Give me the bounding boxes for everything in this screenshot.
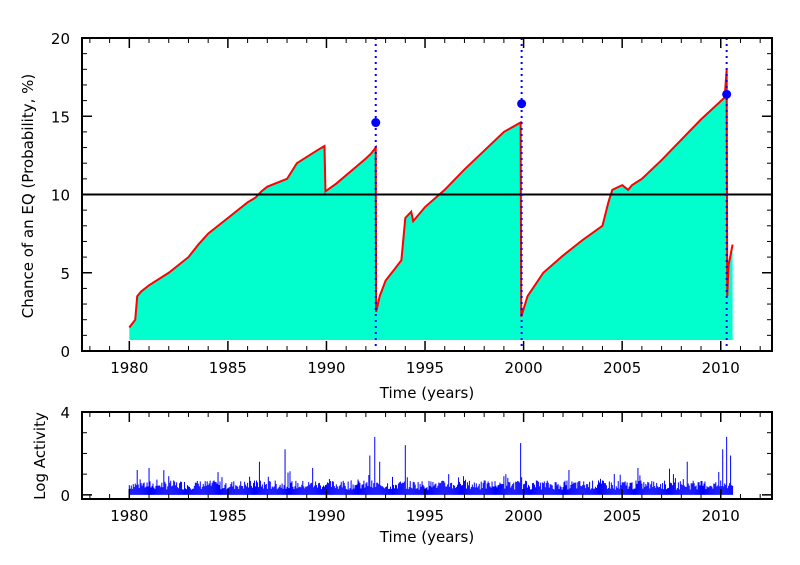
- probability-chart: 1980 1985 1990 1995 2000 2005 2010 0 5 10 15 20 Tim…: [19, 30, 773, 402]
- probability-x-tick-label: 2005: [603, 359, 641, 377]
- event-marker-point: [517, 99, 527, 109]
- probability-y-axis-title: Chance of an EQ (Probability, %): [19, 74, 37, 318]
- probability-x-tick-label: 1985: [209, 359, 247, 377]
- activity-x-tick-label: 1995: [406, 507, 444, 525]
- probability-y-tick-label: 15: [51, 108, 70, 126]
- activity-x-tick-label: 2005: [603, 507, 641, 525]
- probability-y-tick-label: 10: [51, 187, 70, 205]
- probability-x-tick-label: 2000: [505, 359, 543, 377]
- probability-x-tick-label: 2010: [702, 359, 740, 377]
- probability-x-axis-title: Time (years): [379, 384, 474, 402]
- activity-y-axis-title: Log Activity: [31, 412, 49, 500]
- probability-y-tick-label: 0: [60, 343, 70, 361]
- activity-axis-ticks: 1980 1985 1990 1995 2000 2005 2010 0 4: [60, 404, 772, 525]
- probability-axis-ticks: 1980 1985 1990 1995 2000 2005 2010 0 5 10 15 20: [51, 30, 772, 377]
- event-marker-point: [722, 89, 732, 99]
- activity-y-tick-label: 4: [60, 404, 70, 422]
- activity-chart: 1980 1985 1990 1995 2000 2005 2010 0 4 Time (yea…: [31, 404, 773, 546]
- probability-x-tick-label: 1990: [307, 359, 345, 377]
- probability-x-tick-label: 1980: [110, 359, 148, 377]
- activity-x-tick-label: 1990: [307, 507, 345, 525]
- probability-plot-area: [82, 38, 772, 351]
- activity-x-tick-label: 2000: [505, 507, 543, 525]
- probability-line: [128, 69, 734, 329]
- event-marker-point: [371, 118, 381, 128]
- activity-x-tick-label: 2010: [702, 507, 740, 525]
- activity-x-axis-title: Time (years): [379, 528, 474, 546]
- activity-plot-frame: [81, 411, 773, 500]
- activity-x-tick-label: 1985: [209, 507, 247, 525]
- probability-area: [129, 69, 733, 341]
- probability-x-tick-label: 1995: [406, 359, 444, 377]
- activity-x-tick-label: 1980: [110, 507, 148, 525]
- probability-y-tick-label: 20: [51, 30, 70, 48]
- activity-plot-area: [128, 436, 734, 495]
- activity-y-tick-label: 0: [60, 487, 70, 505]
- probability-y-tick-label: 5: [60, 265, 70, 283]
